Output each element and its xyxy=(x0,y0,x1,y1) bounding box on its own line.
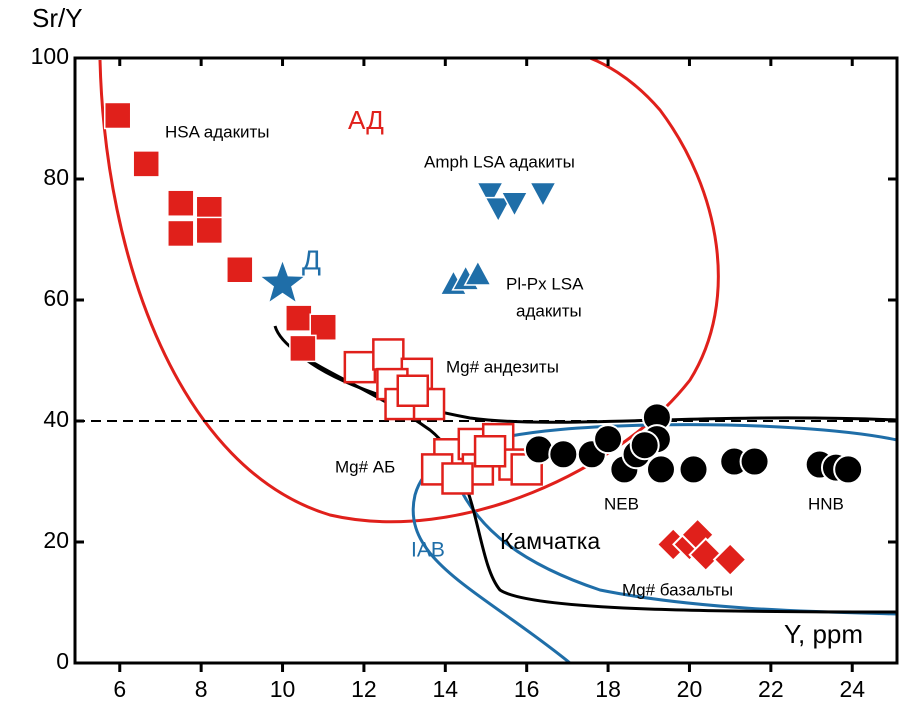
point xyxy=(593,424,624,455)
plot-frame xyxy=(73,56,899,665)
y-tick-label: 100 xyxy=(31,43,69,69)
annotation: адакиты xyxy=(516,301,582,320)
point xyxy=(167,219,195,248)
y-tick-label: 20 xyxy=(43,527,69,553)
point xyxy=(475,181,505,209)
x-tick-label: 10 xyxy=(270,676,296,702)
point xyxy=(739,446,770,477)
y-tick-label: 0 xyxy=(56,648,69,674)
x-axis-label: Y, ppm xyxy=(784,619,863,649)
x-tick-label: 16 xyxy=(514,676,540,702)
point xyxy=(500,191,529,218)
point xyxy=(372,338,405,371)
point xyxy=(645,454,676,485)
point xyxy=(195,216,224,245)
point xyxy=(510,453,543,486)
point xyxy=(833,454,864,485)
point xyxy=(483,196,513,224)
y-tick-label: 40 xyxy=(43,406,69,432)
x-tick-label: 22 xyxy=(758,676,784,702)
point xyxy=(712,542,748,577)
point xyxy=(548,439,579,470)
y-axis-label: Sr/Y xyxy=(32,3,83,33)
point xyxy=(396,374,430,407)
annotation: Mg# базальты xyxy=(622,580,733,599)
annotation: АД xyxy=(348,105,384,135)
boundary-lower xyxy=(273,325,898,614)
annotation: Mg# андезиты xyxy=(446,357,559,376)
point xyxy=(629,430,660,461)
annotation: Д xyxy=(302,244,321,275)
point xyxy=(463,259,493,286)
point xyxy=(103,101,132,130)
ad-field xyxy=(98,56,720,524)
point xyxy=(528,181,558,209)
x-tick-label: 18 xyxy=(595,676,621,702)
annotation: Mg# АБ xyxy=(335,457,395,476)
point xyxy=(132,150,160,178)
annotation: Pl-Px LSA xyxy=(506,274,584,293)
point xyxy=(523,434,554,465)
annotation: Amph LSA адакиты xyxy=(424,152,575,171)
point xyxy=(261,261,304,302)
point xyxy=(343,350,377,384)
point xyxy=(167,189,195,217)
annotation: Камчатка xyxy=(500,528,600,554)
point xyxy=(441,462,474,495)
point xyxy=(226,256,254,284)
x-tick-label: 20 xyxy=(677,676,703,702)
annotation: HSA адакиты xyxy=(165,122,270,141)
annotation: HNB xyxy=(808,494,844,513)
x-tick-label: 6 xyxy=(113,676,126,702)
annotation: IAB xyxy=(411,539,445,562)
x-tick-label: 8 xyxy=(195,676,208,702)
y-tick-label: 80 xyxy=(43,164,69,190)
y-tick-label: 60 xyxy=(43,285,69,311)
x-tick-label: 12 xyxy=(351,676,377,702)
point xyxy=(289,334,317,363)
x-tick-label: 24 xyxy=(839,676,865,702)
point xyxy=(678,454,709,485)
point xyxy=(285,304,313,332)
point xyxy=(688,537,724,573)
point xyxy=(473,435,507,468)
annotation: NEB xyxy=(604,494,639,513)
x-tick-label: 14 xyxy=(433,676,459,702)
